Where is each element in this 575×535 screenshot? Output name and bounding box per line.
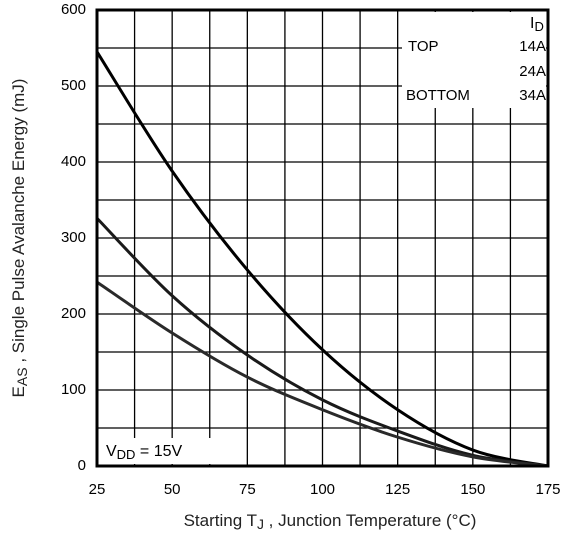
y-tick-label: 200	[61, 305, 86, 322]
annotation: VDD = 15V	[106, 443, 182, 461]
x-tick-label: 50	[164, 481, 181, 498]
y-tick-label: 100	[61, 381, 86, 398]
text-part: , Junction Temperature (°C)	[264, 511, 476, 530]
text-part: D	[534, 19, 543, 34]
x-axis-label: Starting TJ , Junction Temperature (°C)	[184, 511, 477, 532]
x-tick-label: 125	[385, 481, 410, 498]
text-part: DD	[117, 447, 136, 462]
text-part: J	[257, 516, 264, 532]
plot-frame	[95, 8, 550, 468]
text-part: Starting T	[184, 511, 257, 530]
x-tick-label: 25	[89, 481, 106, 498]
annotation-box	[99, 438, 212, 464]
legend-box	[402, 12, 546, 108]
y-tick-label: 0	[78, 457, 86, 474]
text-part: I	[530, 15, 534, 32]
series-line	[96, 280, 549, 468]
text-part: AS	[14, 367, 30, 386]
legend-entry: 24A	[519, 63, 546, 80]
x-tick-label: 75	[239, 481, 256, 498]
x-tick-label: 150	[460, 481, 485, 498]
y-tick-label: 600	[61, 1, 86, 18]
text-part: = 15V	[135, 443, 182, 460]
text-part: E	[9, 386, 28, 397]
x-tick-label: 175	[535, 481, 560, 498]
legend-label: TOP	[408, 38, 439, 55]
legend-label: BOTTOM	[406, 87, 470, 104]
legend-entry: 14A	[519, 38, 546, 55]
y-tick-label: 300	[61, 229, 86, 246]
y-tick-label: 500	[61, 77, 86, 94]
text-part: V	[106, 443, 117, 460]
text-part: , Single Pulse Avalanche Energy (mJ)	[9, 79, 28, 368]
y-axis-label: EAS , Single Pulse Avalanche Energy (mJ)	[9, 79, 30, 398]
legend-entry: 34A	[519, 87, 546, 104]
legend-title: ID	[530, 15, 544, 33]
y-tick-label: 400	[61, 153, 86, 170]
series-line	[95, 51, 549, 468]
x-tick-label: 100	[310, 481, 335, 498]
